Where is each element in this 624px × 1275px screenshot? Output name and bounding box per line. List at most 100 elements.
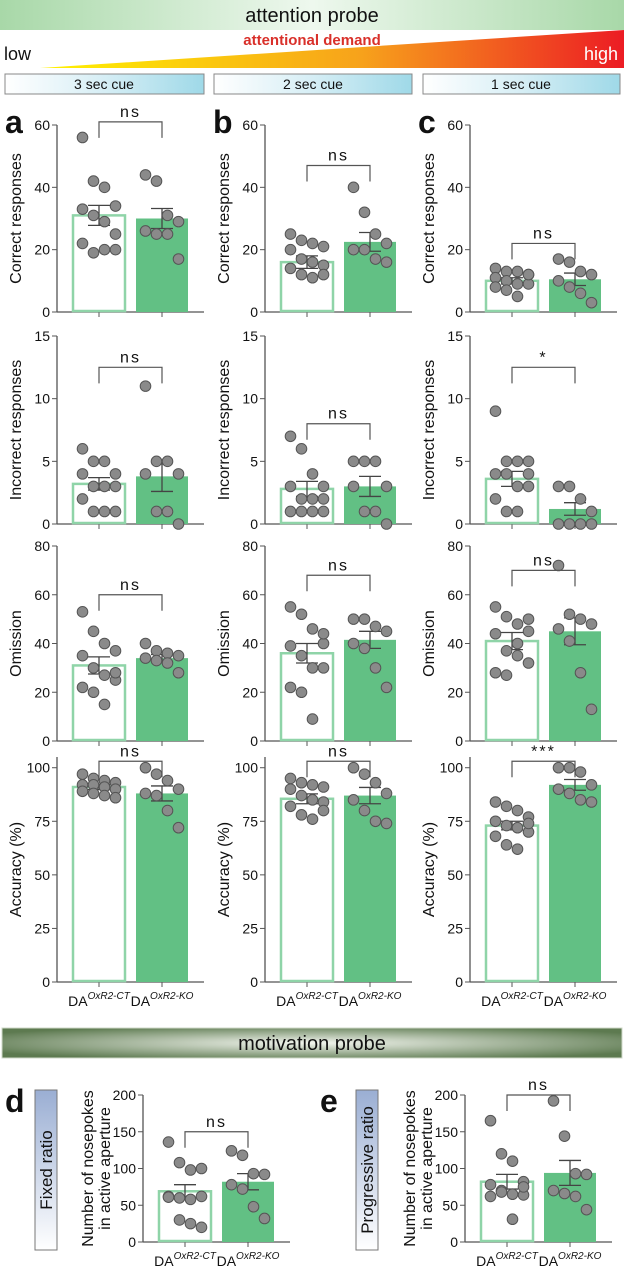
data-point bbox=[347, 613, 360, 625]
cue-box-2s bbox=[213, 73, 413, 95]
data-point bbox=[76, 203, 89, 215]
data-point bbox=[358, 206, 371, 219]
significance-bracket bbox=[511, 760, 576, 778]
data-point bbox=[500, 645, 513, 657]
data-point bbox=[172, 783, 185, 795]
data-point bbox=[306, 662, 319, 674]
y-axis-label: Correct responses bbox=[421, 153, 438, 284]
data-point bbox=[98, 243, 111, 256]
data-point bbox=[87, 455, 100, 468]
panel-letter: d bbox=[5, 1083, 25, 1119]
data-point bbox=[484, 1114, 497, 1127]
data-point bbox=[358, 642, 371, 655]
fixed-ratio-box bbox=[34, 1089, 58, 1251]
y-tick-label: 40 bbox=[34, 179, 50, 195]
data-point bbox=[161, 505, 174, 518]
data-point bbox=[236, 1183, 249, 1195]
y-tick-label: 20 bbox=[447, 242, 463, 258]
data-point bbox=[380, 237, 393, 250]
cue-label-2s: 2 sec cue bbox=[283, 76, 343, 92]
data-point bbox=[295, 608, 308, 621]
data-point bbox=[489, 405, 502, 418]
data-point bbox=[484, 1190, 497, 1203]
x-label-base: DA bbox=[539, 1253, 559, 1269]
attention-title: attention probe bbox=[245, 5, 378, 27]
data-point bbox=[552, 275, 565, 287]
x-label-ko: DAOxR2-KO bbox=[339, 991, 402, 1009]
data-point bbox=[506, 1213, 519, 1226]
x-label-superscript: OxR2-CT bbox=[501, 991, 544, 1002]
data-point bbox=[161, 228, 174, 240]
significance-bracket bbox=[98, 760, 163, 778]
data-point bbox=[150, 654, 163, 667]
chart-panel: 0 20 40 60 80 Omission ns bbox=[216, 538, 412, 749]
data-point bbox=[574, 287, 587, 300]
y-tick-label: 50 bbox=[34, 867, 50, 883]
data-point bbox=[87, 209, 100, 222]
data-point bbox=[574, 493, 587, 505]
data-point bbox=[369, 620, 382, 633]
data-point bbox=[380, 625, 393, 638]
data-point bbox=[109, 200, 122, 212]
y-tick-label: 5 bbox=[250, 453, 258, 469]
bar-ct bbox=[71, 785, 127, 983]
y-tick-label: 100 bbox=[113, 1161, 137, 1177]
data-point bbox=[76, 785, 89, 798]
y-tick-label: 40 bbox=[242, 179, 258, 195]
y-tick-label: 150 bbox=[435, 1124, 459, 1140]
data-point bbox=[225, 1145, 238, 1157]
x-label-superscript: OxR2-CT bbox=[88, 991, 131, 1002]
data-point bbox=[172, 649, 185, 662]
data-point bbox=[347, 637, 360, 650]
chart-panel: 0 5 10 15 Incorrect responses * bbox=[421, 328, 617, 532]
data-point bbox=[552, 783, 565, 795]
data-point bbox=[585, 505, 598, 518]
y-tick-label: 25 bbox=[34, 920, 50, 936]
data-point bbox=[552, 480, 565, 493]
data-point bbox=[585, 618, 598, 630]
y-axis-label-line2: in active aperture bbox=[97, 1107, 114, 1230]
data-point bbox=[162, 1136, 175, 1148]
data-point bbox=[347, 480, 360, 493]
data-point bbox=[495, 1148, 508, 1160]
y-tick-label: 150 bbox=[113, 1124, 137, 1140]
x-label-base: DA bbox=[476, 1253, 496, 1269]
data-point bbox=[109, 480, 122, 493]
x-label-base: DA bbox=[276, 993, 296, 1009]
data-point bbox=[184, 1217, 197, 1230]
y-tick-label: 15 bbox=[34, 328, 50, 344]
data-point bbox=[369, 776, 382, 789]
y-tick-label: 10 bbox=[242, 391, 258, 407]
data-point bbox=[306, 623, 319, 635]
y-tick-label: 60 bbox=[242, 117, 258, 133]
significance-bracket bbox=[306, 423, 371, 440]
y-tick-label: 15 bbox=[242, 328, 258, 344]
data-point bbox=[150, 768, 163, 780]
data-point bbox=[317, 804, 330, 817]
data-point bbox=[295, 686, 308, 699]
x-label-superscript: OxR2-KO bbox=[563, 991, 607, 1002]
data-point bbox=[500, 669, 513, 681]
y-axis-label: Omission bbox=[8, 610, 25, 677]
data-point bbox=[295, 493, 308, 505]
y-tick-label: 50 bbox=[120, 1197, 136, 1213]
data-point bbox=[139, 637, 152, 650]
cue-label-1s: 1 sec cue bbox=[491, 76, 551, 92]
data-point bbox=[317, 662, 330, 674]
chart-panel: 0 5 10 15 Incorrect responses ns bbox=[216, 328, 412, 532]
data-point bbox=[161, 209, 174, 222]
motivation-title: motivation probe bbox=[238, 1033, 386, 1055]
y-tick-label: 75 bbox=[242, 813, 258, 829]
data-point bbox=[150, 175, 163, 187]
data-point bbox=[295, 443, 308, 455]
data-point bbox=[552, 623, 565, 635]
data-point bbox=[258, 1212, 271, 1225]
data-point bbox=[76, 443, 89, 455]
data-point bbox=[500, 819, 513, 832]
data-point bbox=[306, 256, 319, 268]
data-point bbox=[369, 505, 382, 518]
significance-bracket bbox=[511, 242, 576, 260]
data-point bbox=[317, 240, 330, 253]
y-tick-label: 20 bbox=[242, 684, 258, 700]
data-point bbox=[284, 681, 297, 694]
